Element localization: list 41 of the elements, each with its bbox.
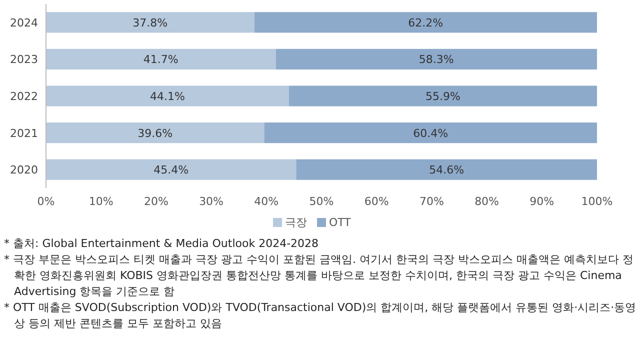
bar bbox=[254, 12, 597, 33]
x-tick-label: 60% bbox=[364, 195, 389, 208]
y-tick-label: 2023 bbox=[10, 53, 38, 66]
data-label: 62.2% bbox=[408, 16, 444, 30]
y-tick-label: 2024 bbox=[10, 16, 38, 30]
text: * 출처: Global Entertainment & Media Outlook 2024-2028 bbox=[4, 236, 320, 252]
data-label: 54.6% bbox=[429, 164, 464, 177]
data-label: 41.7% bbox=[143, 53, 178, 66]
text: * OTT 매출은 SVOD(Subscription VOD)와 TVOD(Transactional VOD)의 합계이며, 해당 플랫폼에서 유통된 영화·시리즈·동영상 등의 제반 콘텐츠를 모두 포함하고 있음 bbox=[4, 300, 638, 332]
data-label: 55.9% bbox=[426, 90, 460, 103]
legend-label: OTT bbox=[329, 216, 352, 229]
y-tick-label: 2021 bbox=[10, 126, 38, 140]
x-tick-label: 70% bbox=[419, 195, 444, 208]
bar bbox=[276, 48, 597, 70]
x-tick-label: 10% bbox=[88, 195, 114, 208]
x-tick-label: 80% bbox=[474, 195, 500, 208]
data-label: 45.4% bbox=[154, 164, 189, 177]
bar bbox=[46, 48, 276, 70]
data-label: 44.1% bbox=[150, 90, 185, 103]
x-tick-label: 20% bbox=[144, 195, 168, 208]
bar bbox=[264, 122, 597, 144]
bar bbox=[46, 159, 296, 180]
data-label: 39.6% bbox=[138, 126, 173, 140]
x-tick-label: 90% bbox=[530, 195, 554, 208]
x-tick-label: 0% bbox=[37, 195, 55, 208]
x-tick-label: 40% bbox=[254, 195, 279, 208]
y-tick-label: 2022 bbox=[10, 90, 38, 103]
data-label: 37.8% bbox=[132, 16, 168, 30]
data-label: 58.3% bbox=[418, 53, 454, 66]
bar bbox=[296, 159, 597, 180]
x-tick-label: 30% bbox=[199, 195, 224, 208]
bar bbox=[46, 12, 254, 33]
y-tick-label: 2020 bbox=[10, 164, 38, 177]
bar bbox=[46, 122, 264, 144]
bar bbox=[46, 86, 289, 106]
text: * 극장 부문은 박스오피스 티켓 매출과 극장 광고 수익이 포함된 금액임. 여기서 한국의 극장 박스오피스 매출액은 예측치보다 정확한 영화진흥위원회 KOBIS 영화관입장권 통합전산망 통계를 바탕으로 보정한 수치이며, 한국의 극장 광고 수익은 Cinema Advertising 항목을 기준으로 함 bbox=[4, 252, 634, 300]
x-tick-label: 100% bbox=[581, 195, 613, 208]
bar bbox=[288, 86, 597, 106]
data-label: 60.4% bbox=[413, 126, 448, 140]
legend-label: 극장 bbox=[285, 216, 307, 229]
x-tick-label: 50% bbox=[309, 195, 334, 208]
